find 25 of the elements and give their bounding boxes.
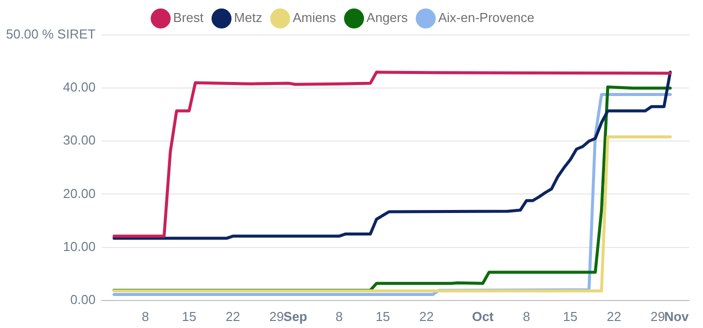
legend-label: Angers bbox=[366, 10, 408, 26]
y-tick-label: 0.00 bbox=[70, 292, 96, 307]
x-tick-label: 15 bbox=[376, 308, 390, 324]
x-tick-label: Nov bbox=[664, 308, 690, 324]
x-tick-label: 22 bbox=[419, 308, 434, 324]
y-tick-label: 20.00 bbox=[63, 186, 96, 201]
x-tick-label: 8 bbox=[335, 308, 343, 324]
x-tick-label: 8 bbox=[522, 308, 530, 324]
x-tick-label: 29 bbox=[650, 308, 665, 324]
y-tick-label: 40.00 bbox=[63, 80, 96, 95]
y-tick-label: 50.00 % SIRET bbox=[6, 26, 96, 42]
x-tick-label: 15 bbox=[182, 308, 196, 324]
legend-label: Metz bbox=[234, 10, 262, 26]
x-tick-label: 8 bbox=[142, 308, 149, 324]
legend-label: Aix-en-Provence bbox=[438, 10, 534, 26]
x-tick-label: 22 bbox=[606, 308, 622, 324]
x-tick-label: 22 bbox=[226, 308, 240, 324]
y-tick-label: 30.00 bbox=[63, 132, 96, 148]
legend-label: Brest bbox=[173, 10, 204, 26]
x-tick-label: Oct bbox=[472, 308, 494, 324]
y-tick-label: 10.00 bbox=[63, 238, 96, 254]
x-tick-label: 15 bbox=[563, 308, 578, 324]
legend-label: Amiens bbox=[292, 10, 337, 26]
x-tick-label: Sep bbox=[283, 308, 308, 324]
x-tick-label: 29 bbox=[269, 308, 284, 324]
